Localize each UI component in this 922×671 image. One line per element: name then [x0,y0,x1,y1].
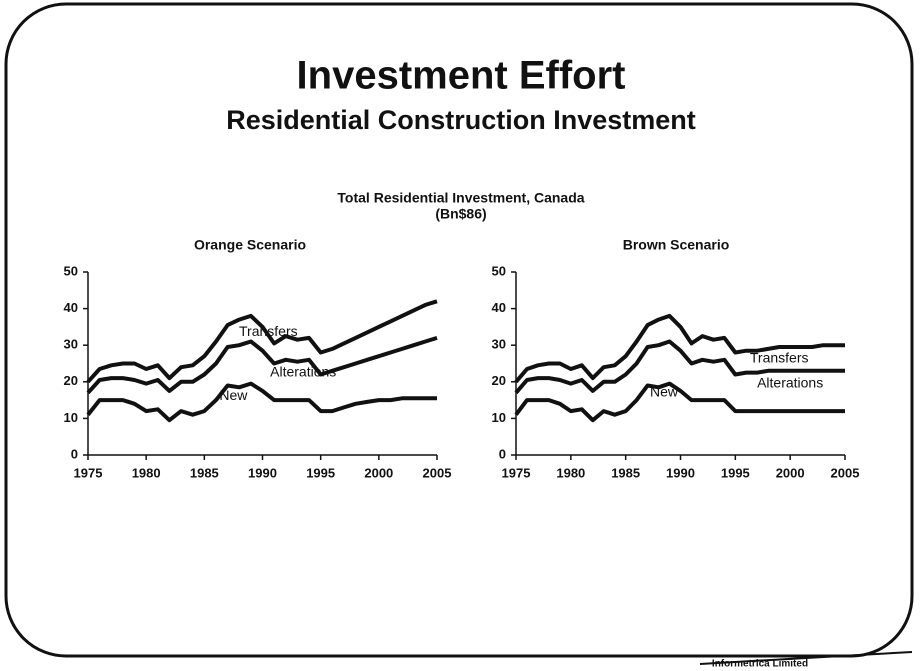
y-tick-label: 30 [64,337,78,352]
y-tick-label: 40 [492,300,506,315]
x-tick-label: 1975 [74,465,103,480]
series-line [514,381,845,423]
x-tick-label: 1995 [306,465,335,480]
series-label: Transfers [750,350,809,366]
slide-border [4,2,914,658]
footer-line [699,651,913,665]
series-line [86,299,438,384]
y-tick-label: 40 [64,300,78,315]
x-tick-label: 1975 [502,465,531,480]
y-tick-label: 0 [499,446,506,461]
x-tick-label: 1990 [248,465,277,480]
y-tick-label: 10 [64,410,78,425]
y-tick-label: 50 [492,263,506,278]
x-tick-label: 2000 [776,465,805,480]
y-tick-label: 20 [492,373,506,388]
series-line [86,381,437,423]
y-tick-label: 20 [64,373,78,388]
series-label: Alterations [270,364,336,380]
chart-title: Orange Scenario [194,237,306,253]
x-tick-label: 1985 [611,465,640,480]
chart-title: Brown Scenario [623,237,730,253]
slide-subtitle: Residential Construction Investment [226,105,696,135]
x-tick-label: 1990 [666,465,695,480]
x-tick-label: 1980 [132,465,161,480]
y-tick-label: 10 [492,410,506,425]
series-line [514,313,845,384]
series-line [514,339,845,395]
series-label: Transfers [239,323,298,339]
charts-unit: (Bn$86) [435,206,486,222]
x-tick-label: 2005 [423,465,452,480]
series-label: New [650,383,679,399]
x-tick-label: 1995 [721,465,750,480]
slide-title: Investment Effort [297,54,626,98]
series-label: New [219,387,248,403]
y-tick-label: 50 [64,263,78,278]
x-tick-label: 2000 [364,465,393,480]
x-tick-label: 1980 [556,465,585,480]
series-label: Alterations [757,375,823,391]
charts-title: Total Residential Investment, Canada [337,190,584,206]
x-tick-label: 2005 [831,465,860,480]
y-tick-label: 0 [71,446,78,461]
series-line [86,335,438,395]
y-tick-label: 30 [492,337,506,352]
footer: Informetrica Limited [712,659,808,670]
x-tick-label: 1985 [190,465,219,480]
